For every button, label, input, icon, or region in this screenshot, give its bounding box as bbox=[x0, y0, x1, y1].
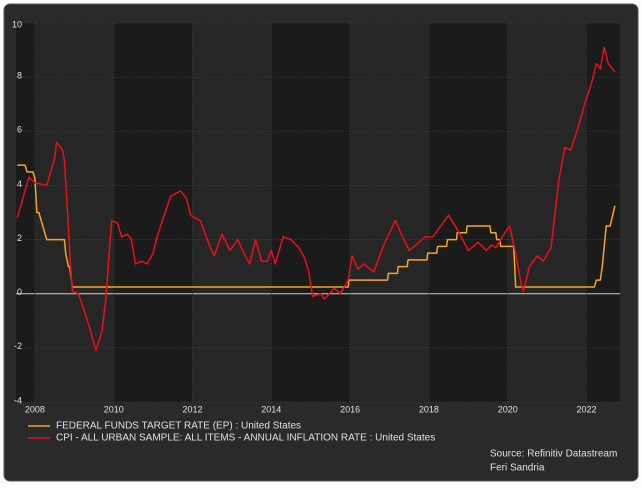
x-tick-label: 2012 bbox=[182, 404, 202, 414]
background-band bbox=[507, 23, 587, 402]
y-tick-label: -2 bbox=[14, 341, 22, 351]
y-tick-label: 8 bbox=[17, 71, 22, 81]
y-tick-label: 2 bbox=[17, 233, 22, 243]
y-tick-label: 6 bbox=[17, 125, 22, 135]
author-text: Feri Sandria bbox=[490, 463, 545, 474]
y-tick-label: 0 bbox=[17, 287, 22, 297]
x-tick-label: 2014 bbox=[261, 404, 281, 414]
y-tick-label: -4 bbox=[14, 395, 22, 405]
source-text: Source: Refinitiv Datastream bbox=[490, 449, 617, 460]
background-band bbox=[192, 23, 272, 402]
x-tick-label: 2018 bbox=[419, 404, 439, 414]
legend-label: FEDERAL FUNDS TARGET RATE (EP) : United … bbox=[56, 421, 301, 432]
data-line bbox=[16, 46, 616, 352]
legend: FEDERAL FUNDS TARGET RATE (EP) : United … bbox=[28, 421, 435, 444]
background-band bbox=[34, 23, 114, 402]
y-tick-label: 4 bbox=[17, 179, 22, 189]
x-tick-label: 2008 bbox=[25, 404, 45, 414]
legend-label: CPI - ALL URBAN SAMPLE: ALL ITEMS - ANNU… bbox=[56, 433, 435, 444]
y-tick-label: 10 bbox=[12, 19, 22, 29]
background-band bbox=[350, 23, 429, 402]
x-tick-label: 2020 bbox=[498, 404, 518, 414]
x-tick-label: 2016 bbox=[340, 404, 360, 414]
x-tick-label: 2010 bbox=[104, 404, 124, 414]
data-line bbox=[17, 164, 616, 288]
x-tick-label: 2022 bbox=[576, 404, 596, 414]
